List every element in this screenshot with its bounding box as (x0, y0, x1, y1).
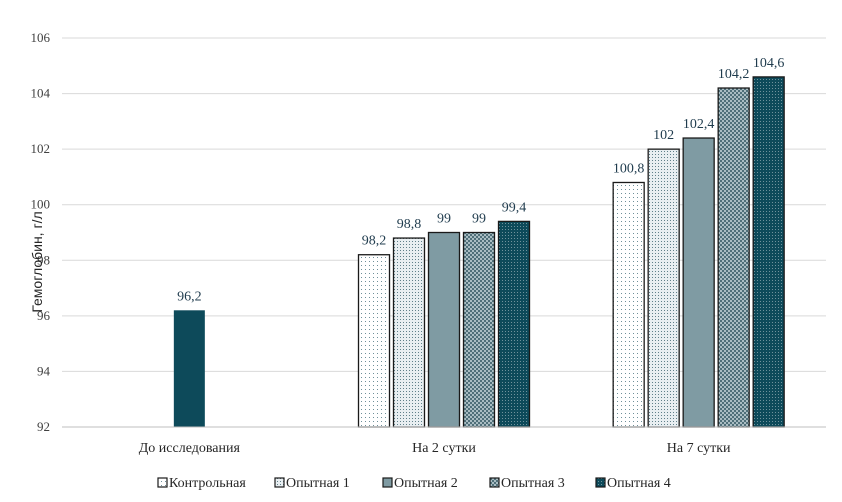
category-label: До исследования (139, 441, 241, 456)
y-tick-label: 106 (31, 30, 51, 45)
y-axis-label: Гемоглобин, г/л (29, 211, 45, 312)
bar (462, 231, 496, 428)
category-label: На 7 сутки (667, 441, 731, 456)
bar (682, 137, 715, 428)
legend: Контрольная Опытная 1 Опытная 2 Опытная 3 Оп… (157, 476, 671, 491)
bar (717, 87, 750, 428)
y-tick-label: 102 (31, 141, 51, 156)
bar (752, 76, 785, 428)
y-tick-label: 94 (37, 363, 51, 378)
data-labels: 96,2 98,2 98,8 99 99 99,4 100,8 102 102,4 104,210… (177, 56, 784, 304)
legend-label: Опытная 2 (394, 476, 458, 491)
data-label: 98,2 (362, 234, 387, 249)
data-label: 104,6 (753, 56, 785, 71)
bars (173, 76, 785, 428)
y-tick-label: 104 (31, 86, 51, 101)
legend-label: Опытная 1 (286, 476, 350, 491)
data-label: 96,2 (177, 289, 202, 304)
legend-label: Контрольная (169, 476, 246, 491)
bar (357, 254, 391, 428)
y-tick-label: 98 (37, 252, 50, 267)
legend-swatch (489, 477, 500, 488)
data-label: 100,8 (613, 161, 645, 176)
bar (497, 220, 531, 428)
legend-swatch (382, 477, 393, 488)
data-label: 102 (653, 128, 674, 143)
legend-label: Опытная 3 (501, 476, 565, 491)
bar (427, 231, 461, 428)
data-label: 99,4 (502, 200, 527, 215)
data-label: 99 (437, 212, 451, 227)
data-label: 98,8 (397, 217, 422, 232)
bar (392, 237, 426, 428)
bar (647, 148, 680, 428)
category-label: На 2 сутки (412, 441, 476, 456)
y-tick-label: 92 (37, 419, 50, 434)
bar (612, 181, 645, 428)
data-label: 99 (472, 212, 486, 227)
data-label: 102,4 (683, 117, 715, 132)
y-tick-label: 100 (31, 197, 51, 212)
bar (173, 310, 205, 427)
legend-swatch (274, 477, 285, 488)
legend-swatch (595, 477, 606, 488)
y-axis-ticks: 92 94 96 98 100 102 104 106 (31, 30, 51, 434)
y-tick-label: 96 (37, 308, 51, 323)
legend-label: Опытная 4 (607, 476, 671, 491)
category-labels: До исследования На 2 сутки На 7 сутки (139, 441, 731, 456)
legend-swatch (157, 477, 168, 488)
data-label: 104,2 (718, 67, 750, 82)
